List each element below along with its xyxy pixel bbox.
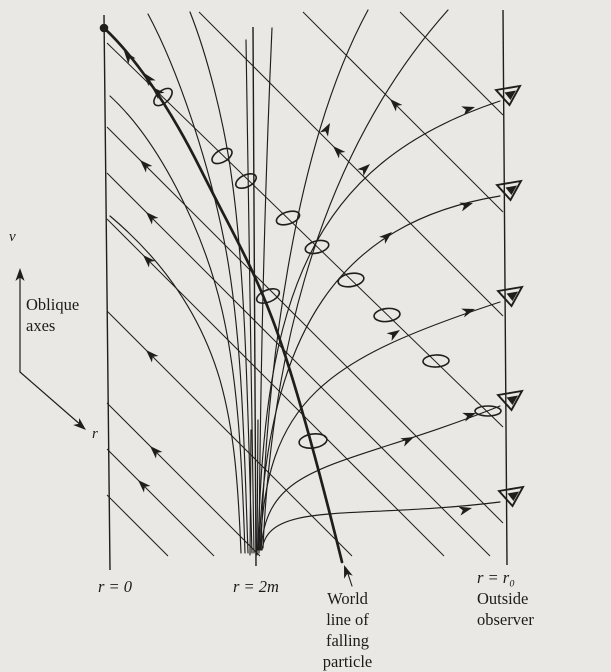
arrowhead	[461, 106, 475, 116]
observer-eye-pupil	[505, 185, 517, 195]
observer-eye-pupil	[506, 291, 518, 301]
world-line-label-line4: particle	[322, 652, 373, 672]
light-cone	[211, 147, 233, 165]
oblique-axis-line	[19, 371, 83, 427]
arrowhead	[143, 255, 156, 268]
ingoing-null-ray	[106, 126, 504, 524]
arrowhead	[462, 412, 476, 422]
outside-observer-label-line2: observer	[477, 610, 534, 630]
arrowhead	[344, 565, 353, 579]
arrowhead	[357, 164, 370, 177]
world-line-label-line2: line of	[326, 610, 369, 630]
arrowhead	[146, 350, 159, 363]
arrowhead	[386, 330, 400, 341]
arrowhead	[333, 146, 346, 159]
arrowhead	[144, 73, 156, 87]
arrowhead	[459, 202, 473, 212]
r-2m-line	[252, 26, 257, 567]
r-zero-line	[103, 14, 111, 571]
arrowhead	[458, 506, 472, 516]
outgoing-null-ray	[258, 195, 501, 551]
arrowhead	[390, 99, 403, 112]
ingoing-null-ray	[198, 11, 504, 317]
light-cone	[255, 288, 281, 304]
interior-null-ray	[109, 215, 242, 554]
arrowhead	[319, 123, 330, 137]
arrowhead	[146, 212, 159, 225]
world-line	[102, 26, 344, 564]
ingoing-null-ray	[106, 218, 445, 557]
ingoing-null-ray	[399, 11, 504, 116]
observer-eye-pupil	[507, 491, 519, 501]
light-cone	[422, 354, 450, 368]
oblique-axes-label-line2: axes	[26, 316, 56, 336]
outside-observer-label-line1: Outside	[477, 589, 529, 609]
arrowhead	[138, 480, 151, 493]
light-cone	[298, 432, 328, 450]
ingoing-null-ray	[106, 172, 491, 557]
oblique-axes-label: Oblique axes	[26, 294, 79, 336]
observer-eye-icon	[494, 84, 522, 107]
interior-null-ray	[189, 11, 253, 554]
light-cone	[337, 272, 365, 288]
ingoing-null-ray	[302, 11, 504, 213]
r-2m-label: r = 2m	[233, 577, 279, 596]
world-line-label-line1: World	[327, 589, 368, 608]
outside-observer-label: r = r₀ Outside observer	[477, 567, 534, 630]
light-cone	[304, 239, 330, 255]
interior-null-ray	[147, 13, 249, 554]
arrowhead	[461, 308, 475, 318]
outgoing-null-ray	[260, 9, 369, 549]
world-line-label: World line of falling particle	[300, 588, 395, 672]
v-axis-label: v	[9, 229, 16, 245]
light-cone	[234, 172, 258, 190]
ingoing-null-ray	[106, 402, 261, 557]
observer-eye-icon	[496, 285, 524, 308]
light-cone	[275, 210, 301, 226]
singularity-endpoint-dot	[99, 23, 109, 33]
arrowhead	[379, 232, 392, 244]
arrowhead	[140, 160, 153, 173]
outgoing-null-ray	[260, 405, 501, 551]
observer-eye-icon	[496, 389, 524, 412]
interior-null-ray	[256, 419, 259, 556]
arrowhead	[150, 446, 163, 459]
ingoing-null-ray	[106, 494, 169, 557]
outgoing-null-ray	[259, 301, 501, 551]
oblique-axes-label-line1: Oblique	[26, 295, 80, 314]
observer-eye-icon	[495, 179, 523, 202]
light-cone	[373, 307, 401, 323]
arrowhead	[400, 437, 414, 447]
outgoing-null-ray	[257, 100, 501, 551]
world-line-label-arrow	[345, 567, 353, 587]
interior-null-ray	[249, 429, 252, 556]
world-line-label-line3: falling	[325, 631, 370, 651]
light-cone	[474, 405, 502, 417]
outgoing-null-ray	[262, 9, 449, 549]
observer-eye-pupil	[506, 395, 518, 405]
ingoing-null-ray	[106, 448, 215, 557]
r-axis-label: r	[92, 426, 98, 442]
arrowhead	[152, 87, 165, 100]
r-r0-label: r = r₀	[477, 568, 515, 587]
arrowhead	[124, 51, 136, 65]
interior-null-ray	[109, 95, 246, 554]
observer-line	[502, 9, 508, 566]
observer-eye-icon	[497, 485, 525, 508]
observer-eye-pupil	[504, 90, 516, 100]
ingoing-null-ray	[106, 42, 504, 428]
r-zero-label: r = 0	[97, 577, 133, 596]
